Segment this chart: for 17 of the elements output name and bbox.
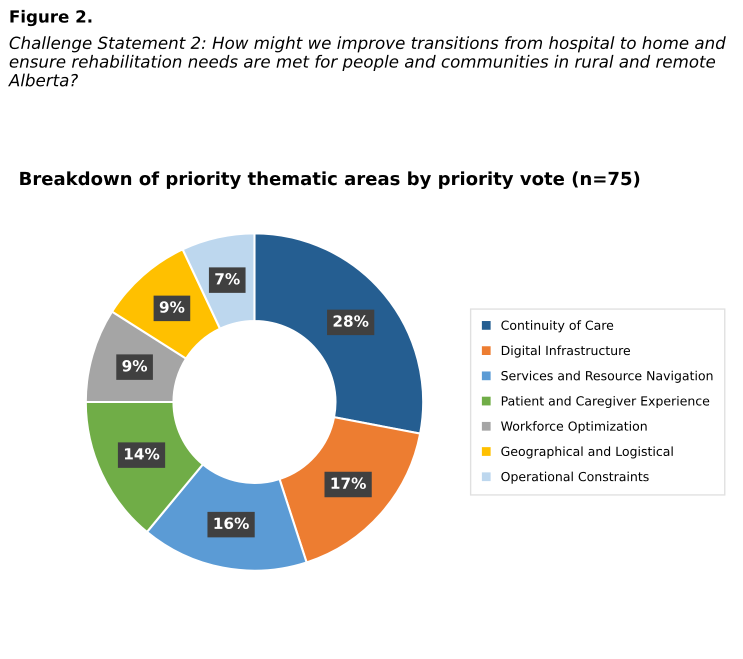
- legend-label: Services and Resource Navigation: [501, 370, 712, 383]
- data-label: 7%: [215, 273, 240, 285]
- data-label: 16%: [214, 517, 249, 530]
- legend-label: Workforce Optimization: [501, 421, 647, 434]
- legend-label: Operational Constraints: [501, 472, 649, 484]
- text: Challenge Statement 2: How might we improve transitions from hospital to home and ensure rehabilitation needs are met for people and communities in rural and remote Alberta?: [8, 36, 726, 86]
- caption: Figure 2.: [10, 10, 92, 26]
- data-label: 9%: [122, 360, 148, 372]
- legend-label: Digital Infrastructure: [502, 345, 630, 358]
- data-label: 9%: [160, 301, 184, 313]
- chart-title: Breakdown of priority thematic areas by priority vote (n=75): [20, 171, 640, 189]
- legend-label: Geographical and Logistical: [501, 446, 673, 458]
- data-label: 14%: [124, 448, 160, 460]
- legend-label: Continuity of Care: [501, 320, 614, 332]
- legend-label: Patient and Caregiver Experience: [502, 396, 710, 408]
- data-label: 28%: [334, 315, 368, 327]
- data-label: 17%: [332, 477, 366, 489]
